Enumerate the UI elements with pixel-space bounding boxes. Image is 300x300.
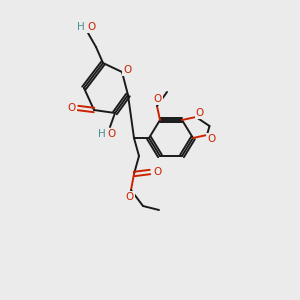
Text: H: H bbox=[98, 129, 106, 139]
Text: O: O bbox=[126, 192, 134, 202]
Text: H: H bbox=[77, 22, 85, 32]
Text: O: O bbox=[108, 129, 116, 139]
Text: O: O bbox=[154, 94, 162, 104]
Text: O: O bbox=[123, 65, 131, 75]
Text: O: O bbox=[68, 103, 76, 113]
Text: O: O bbox=[196, 108, 204, 118]
Text: O: O bbox=[87, 22, 95, 32]
Text: O: O bbox=[207, 134, 215, 144]
Text: O: O bbox=[153, 167, 161, 177]
